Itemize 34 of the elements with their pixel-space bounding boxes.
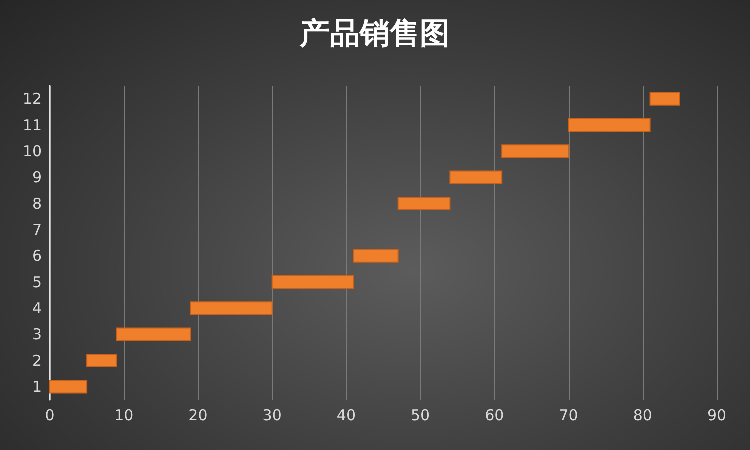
y-tick-label: 2 — [32, 352, 42, 370]
bar — [116, 328, 192, 342]
y-tick-label: 9 — [32, 168, 42, 187]
y-tick-label: 11 — [22, 116, 42, 134]
bar — [272, 275, 354, 290]
x-tick-label: 50 — [411, 406, 430, 424]
x-tick-label: 90 — [707, 406, 727, 424]
x-tick-label: 20 — [188, 406, 208, 424]
bar — [502, 144, 570, 158]
x-tick-label: 40 — [336, 406, 356, 424]
x-tick-label: 30 — [262, 406, 282, 424]
y-tick-label: 8 — [32, 194, 42, 213]
y-tick-label: 6 — [32, 247, 42, 266]
x-tick-label: 80 — [633, 406, 652, 424]
y-tick-label: 4 — [32, 299, 42, 318]
y-tick-label: 10 — [22, 142, 42, 160]
bar — [190, 302, 273, 316]
y-tick-label: 5 — [32, 273, 42, 292]
x-tick-label: 60 — [485, 406, 504, 424]
bar — [50, 380, 88, 394]
bar — [86, 354, 118, 368]
bar — [568, 118, 651, 132]
y-tick-label: 7 — [32, 220, 42, 239]
x-tick-label: 10 — [114, 406, 134, 424]
bar — [450, 170, 503, 184]
y-tick-label: 3 — [32, 326, 42, 344]
y-tick-label: 1 — [32, 378, 42, 396]
chart-title: 产品销售图 — [299, 16, 450, 52]
y-tick-label: 12 — [22, 90, 42, 108]
x-tick-label: 70 — [559, 406, 578, 424]
bar — [398, 196, 451, 211]
bar — [353, 249, 399, 263]
bar — [650, 92, 680, 106]
x-tick-label: 0 — [45, 406, 55, 424]
